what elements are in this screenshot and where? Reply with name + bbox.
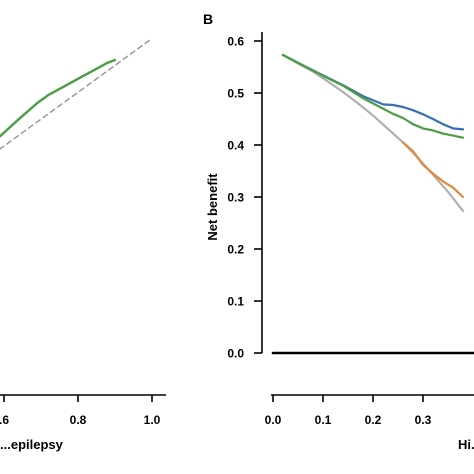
panel-b-blue-line bbox=[281, 53, 465, 131]
panel-b-x-tick-label: 0.1 bbox=[315, 413, 332, 427]
panel-a-calibration-line bbox=[0, 58, 117, 138]
panel-b-y-axis-title: Net benefit bbox=[205, 173, 220, 241]
panel-a-x-ticks: .6 0.8 1.0 bbox=[0, 395, 161, 427]
panel-b-y-tick-label: 0.0 bbox=[227, 347, 244, 361]
panel-a-x-tick-label: 0.8 bbox=[70, 413, 87, 427]
panel-b-treat-all-line bbox=[281, 53, 465, 213]
panel-b-y-tick-label: 0.5 bbox=[227, 87, 244, 101]
panel-a-x-tick-label: 1.0 bbox=[144, 413, 161, 427]
panel-b-y-tick-label: 0.3 bbox=[227, 191, 244, 205]
panel-b-decision-curve: B 0.0 0.1 0.2 0.3 0.4 0.5 0.6 0.0 0.1 0.2 0.3 Net… bbox=[203, 11, 474, 452]
panel-b-label: B bbox=[203, 11, 213, 27]
panel-b-x-ticks: 0.0 0.1 0.2 0.3 bbox=[265, 395, 432, 427]
panel-b-x-axis-title: Hi... bbox=[458, 437, 474, 452]
panel-b-y-ticks: 0.0 0.1 0.2 0.3 0.4 0.5 0.6 bbox=[227, 35, 262, 361]
panel-a-reference-line bbox=[0, 37, 153, 150]
panel-b-y-tick-label: 0.1 bbox=[227, 295, 244, 309]
panel-b-green-line bbox=[281, 53, 465, 139]
panel-b-series bbox=[271, 53, 474, 355]
panel-a-x-tick-label: .6 bbox=[0, 413, 9, 427]
panel-a-calibration-plot: .6 0.8 1.0 ...epilepsy bbox=[0, 37, 166, 452]
panel-b-y-tick-label: 0.6 bbox=[227, 35, 244, 49]
panel-a-x-axis-title: ...epilepsy bbox=[0, 437, 64, 452]
panel-b-y-tick-label: 0.4 bbox=[227, 139, 244, 153]
panel-b-x-tick-label: 0.0 bbox=[265, 413, 282, 427]
panel-b-x-tick-label: 0.3 bbox=[415, 413, 432, 427]
panel-b-y-tick-label: 0.2 bbox=[227, 243, 244, 257]
panel-b-orange-line bbox=[401, 141, 465, 199]
panel-a-series bbox=[0, 37, 153, 150]
panel-b-x-tick-label: 0.2 bbox=[365, 413, 382, 427]
